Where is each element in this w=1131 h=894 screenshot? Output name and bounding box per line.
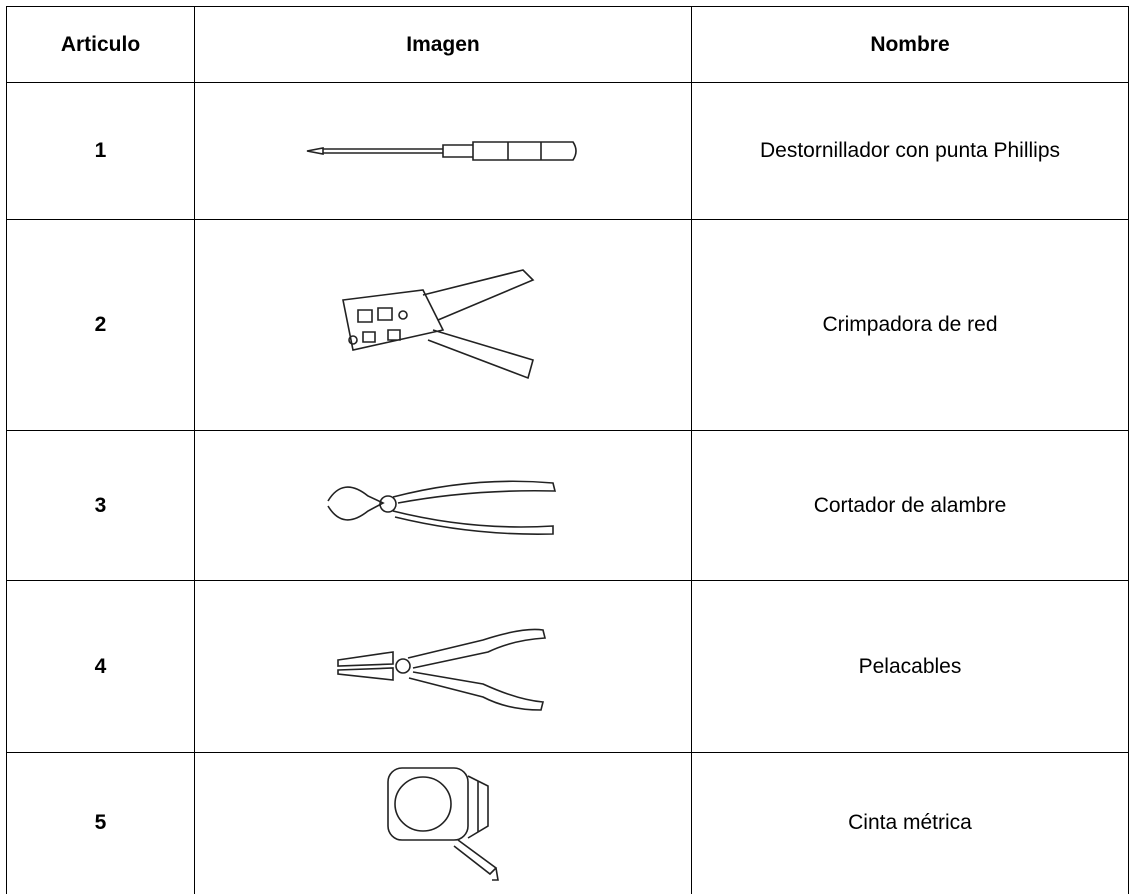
tool-name: Destornillador con punta Phillips <box>691 82 1129 220</box>
column-header: Nombre <box>691 6 1129 83</box>
tool-name: Pelacables <box>691 580 1129 753</box>
wire-stripper-icon <box>337 628 547 711</box>
row: 4 Pelacables <box>6 580 1129 753</box>
image-cell <box>194 752 692 894</box>
header-row: Articulo Imagen Nombre <box>6 6 1129 83</box>
row: 5 Cinta métrica <box>6 752 1129 894</box>
article-number: 2 <box>6 219 195 431</box>
row: 3 Cortador de alambre <box>6 430 1129 581</box>
tape-measure-icon <box>387 766 499 881</box>
tool-name: Crimpadora de red <box>691 219 1129 431</box>
article-number: 3 <box>6 430 195 581</box>
column-header: Articulo <box>6 6 195 83</box>
wire-cutter-icon <box>327 479 557 535</box>
image-cell <box>194 430 692 581</box>
article-number: 4 <box>6 580 195 753</box>
article-number: 1 <box>6 82 195 220</box>
screwdriver-icon <box>306 141 577 161</box>
image-cell <box>194 580 692 753</box>
article-number: 5 <box>6 752 195 894</box>
image-cell <box>194 219 692 431</box>
row: 2 Crimpadora de red <box>6 219 1129 431</box>
tool-name: Cortador de alambre <box>691 430 1129 581</box>
row: 1 Destornillador con punta Phillips <box>6 82 1129 220</box>
crimper-icon <box>342 269 535 380</box>
tool-name: Cinta métrica <box>691 752 1129 894</box>
image-cell <box>194 82 692 220</box>
tools-table: Articulo Imagen Nombre 1 Destornillador … <box>6 6 1129 894</box>
column-header: Imagen <box>194 6 692 83</box>
